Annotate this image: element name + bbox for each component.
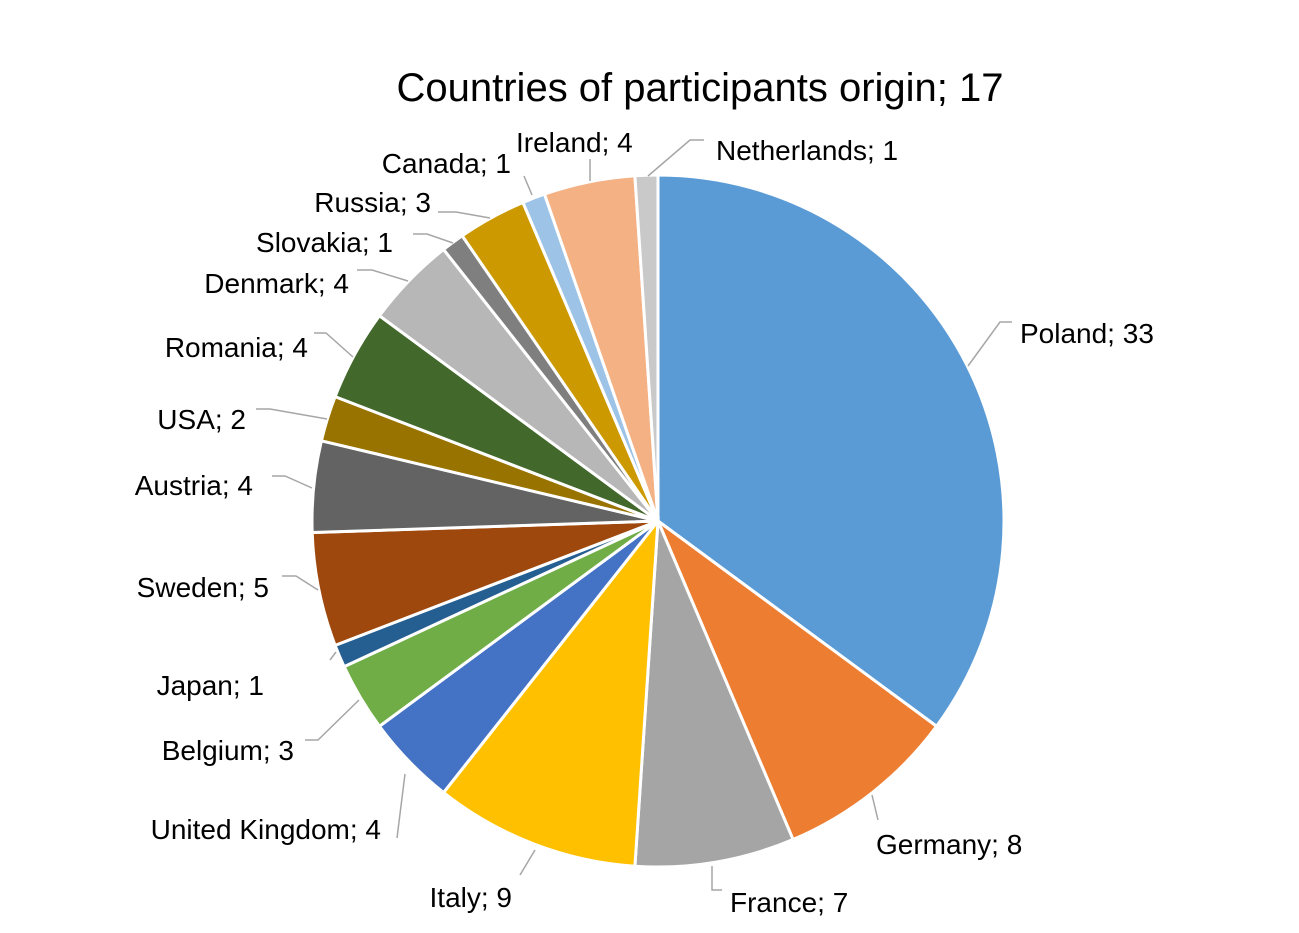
leader-line-russia — [438, 211, 491, 219]
pie-slice-france — [633, 520, 796, 869]
data-label-usa: USA; 2 — [157, 404, 246, 435]
data-labels: Poland; 33 Germany; 8 France; 7 Italy; 9 Uni… — [135, 127, 1154, 918]
data-label-netherlands: Netherlands; 1 — [716, 135, 898, 166]
leader-line-denmark — [357, 269, 409, 282]
leader-line-france — [711, 866, 722, 891]
leader-line-usa — [256, 408, 328, 420]
data-label-russia: Russia; 3 — [314, 187, 431, 218]
data-label-ireland: Ireland; 4 — [516, 127, 633, 158]
chart-title: Countries of participants origin; 17 — [397, 66, 1004, 110]
leader-line-united-kingdom — [396, 773, 406, 839]
pie-slice-poland — [656, 173, 1006, 729]
leader-line-germany — [871, 794, 879, 821]
leader-line-austria — [272, 475, 313, 489]
leader-line-italy — [519, 849, 536, 876]
data-label-italy: Italy; 9 — [430, 882, 512, 913]
data-label-romania: Romania; 4 — [165, 332, 308, 363]
data-label-united-kingdom: United Kingdom; 4 — [151, 814, 381, 845]
data-label-slovakia: Slovakia; 1 — [256, 227, 393, 258]
leader-lines — [256, 139, 1012, 891]
pie-slice-italy — [441, 516, 660, 868]
leader-line-belgium — [305, 699, 360, 741]
pie-slice-germany — [654, 516, 939, 842]
pie-slices — [310, 173, 1006, 869]
leader-line-canada — [523, 175, 533, 196]
pie-slice-netherlands — [633, 173, 660, 522]
data-label-france: France; 7 — [730, 887, 848, 918]
data-label-canada: Canada; 1 — [382, 148, 511, 179]
data-label-japan: Japan; 1 — [157, 670, 264, 701]
leader-line-netherlands — [647, 139, 704, 177]
data-label-denmark: Denmark; 4 — [204, 268, 349, 299]
leader-line-poland — [967, 321, 1012, 367]
data-label-poland: Poland; 33 — [1020, 318, 1154, 349]
data-label-sweden: Sweden; 5 — [137, 572, 269, 603]
data-label-belgium: Belgium; 3 — [162, 735, 294, 766]
leader-line-japan — [329, 651, 337, 661]
data-label-austria: Austria; 4 — [135, 470, 253, 501]
data-label-germany: Germany; 8 — [876, 829, 1022, 860]
leader-line-sweden — [282, 575, 319, 591]
leader-line-romania — [314, 332, 354, 358]
leader-line-slovakia — [413, 233, 454, 244]
